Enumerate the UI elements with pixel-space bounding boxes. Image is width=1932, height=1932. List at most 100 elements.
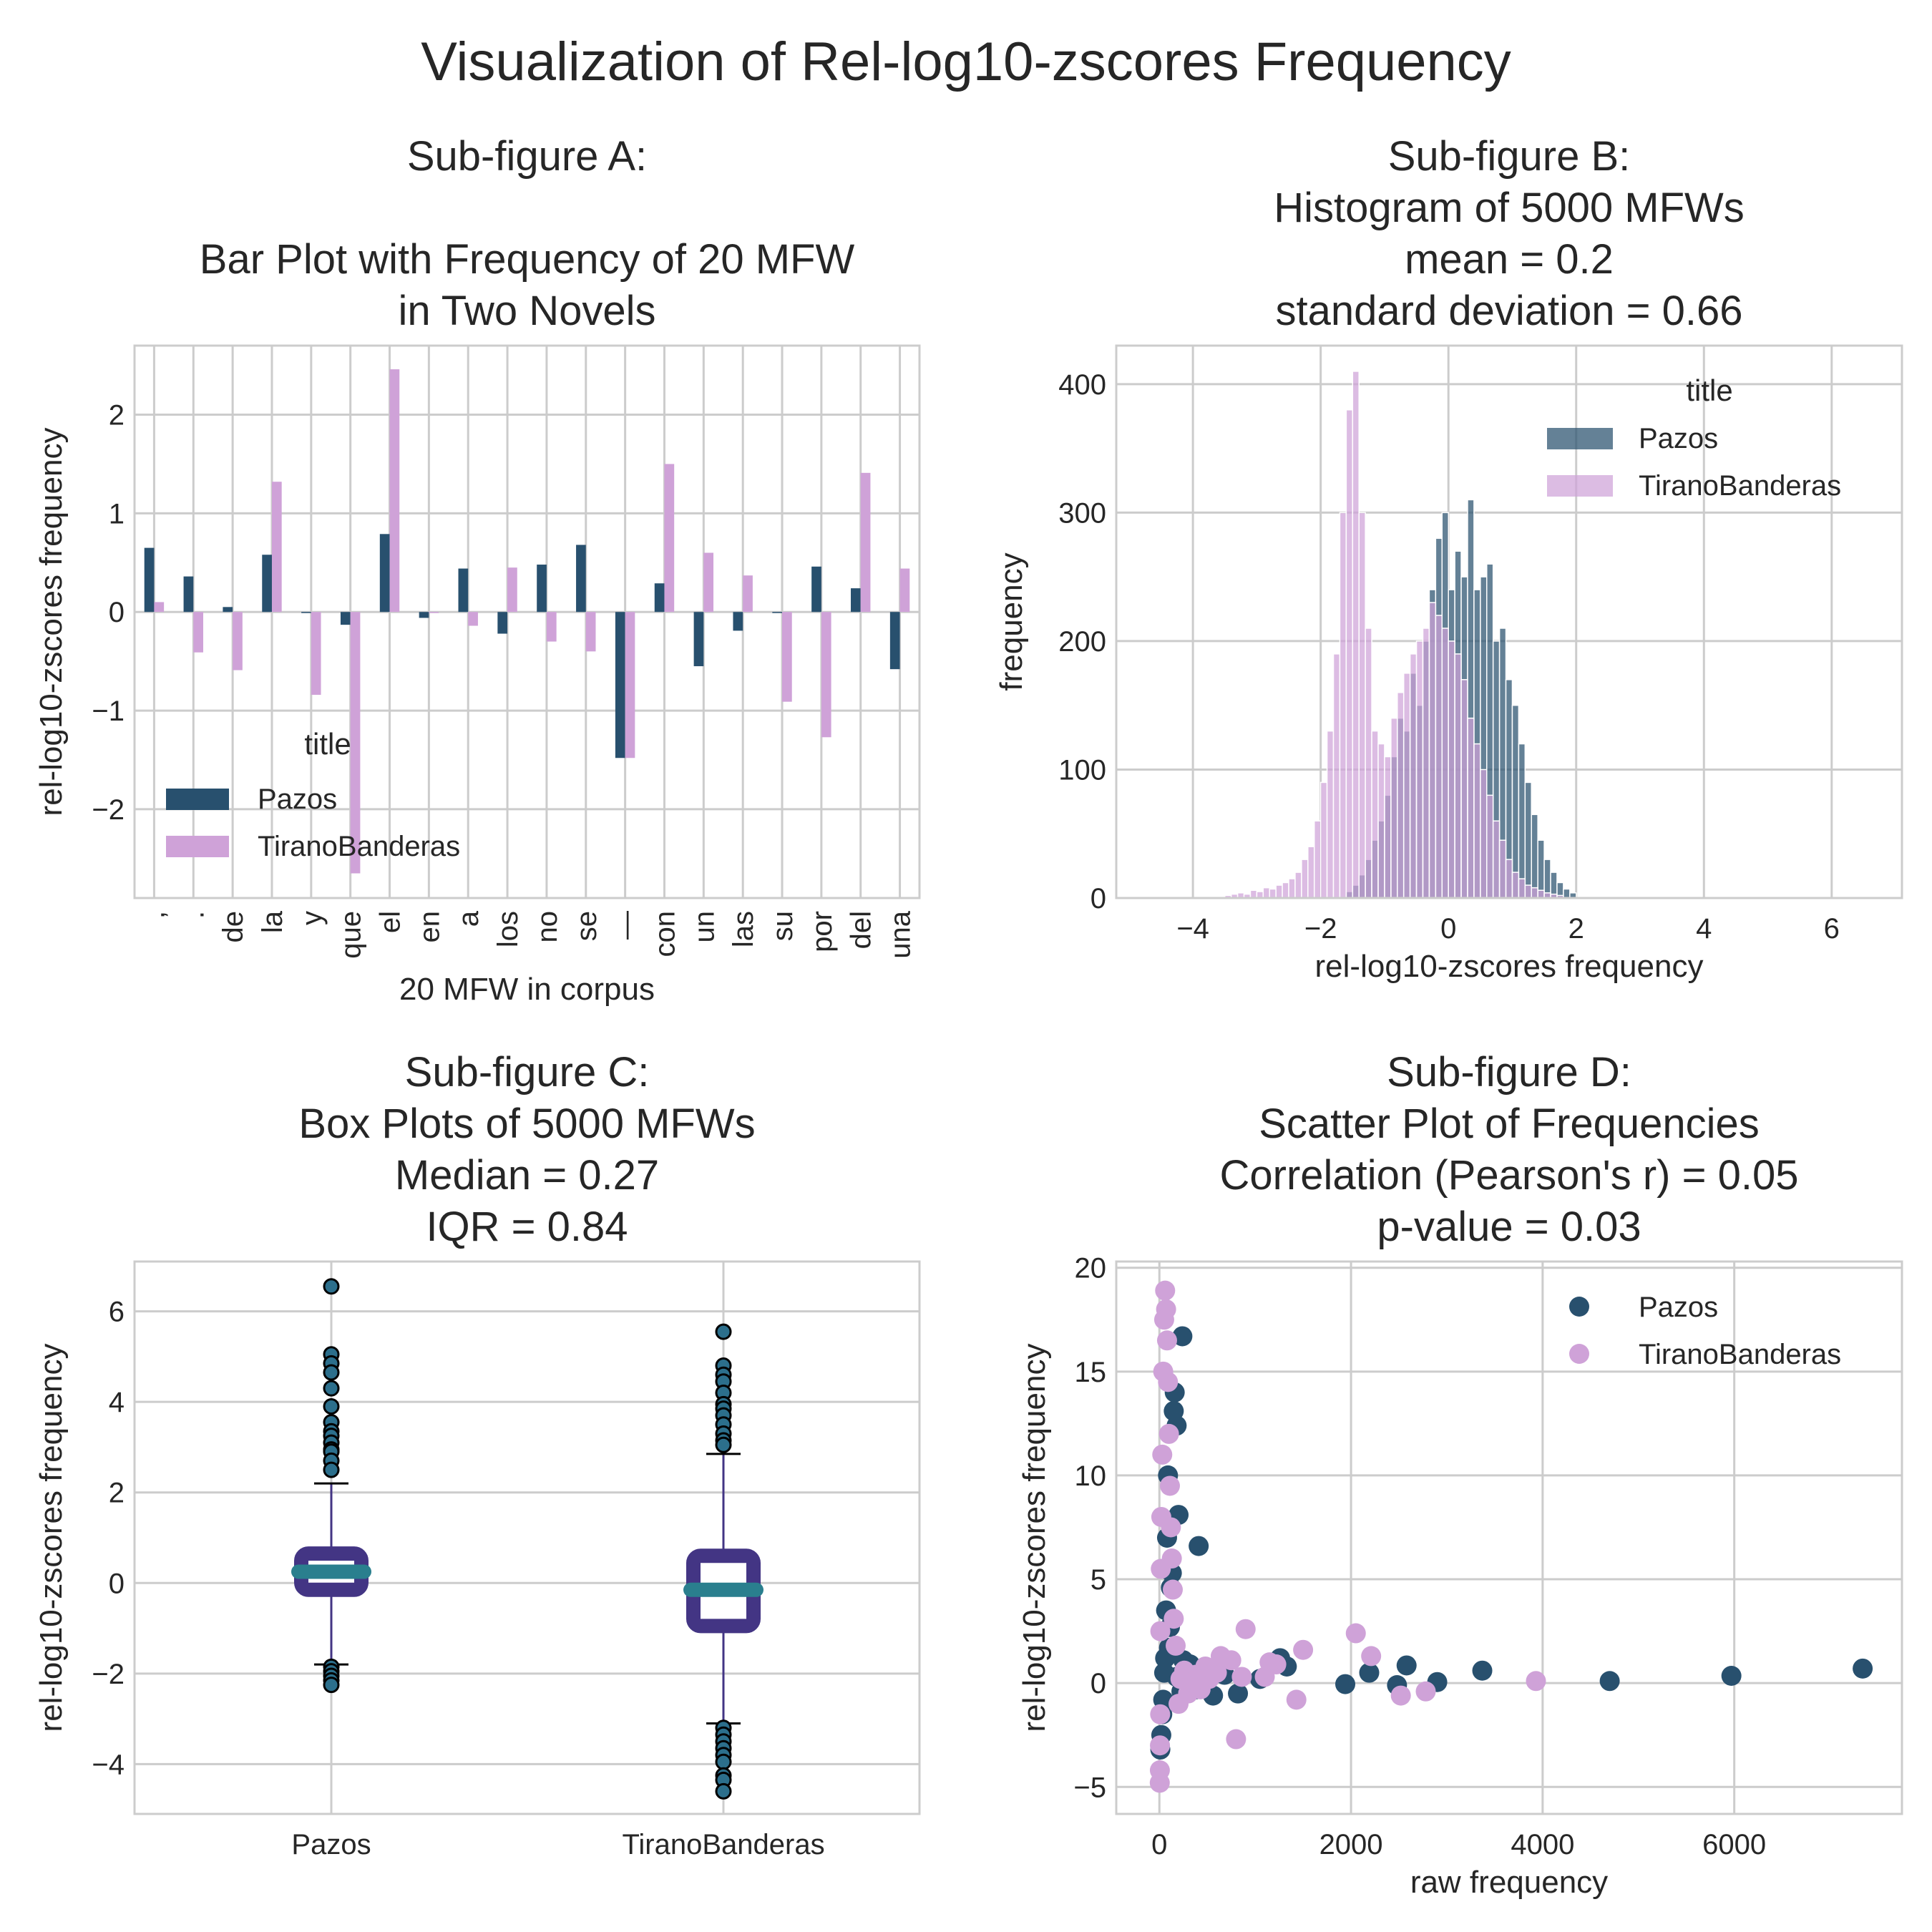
- subfigure-d-ytick-label: 20: [1075, 1253, 1107, 1284]
- subfigure-a-legend-title: title: [304, 727, 351, 761]
- scatter-point-tiranobanderas-38: [1152, 1444, 1173, 1465]
- scatter-point-pazos-8: [1335, 1674, 1356, 1694]
- subfigure-a-xtick-label: a: [453, 910, 484, 927]
- hist-bar-tiranobanderas-6: [1262, 887, 1270, 899]
- box-tiranobanderas-outlier-11: [715, 1436, 732, 1453]
- bar-pazos-18: [851, 588, 861, 613]
- scatter-point-tiranobanderas-3: [1361, 1646, 1382, 1667]
- hist-bar-tiranobanderas-40: [1480, 769, 1488, 899]
- subfigure-b-xtick-label: 6: [1824, 913, 1840, 945]
- legend-swatch-tiranobanderas: [166, 836, 229, 857]
- legend-label-tiranobanderas: TiranoBanderas: [1639, 470, 1841, 502]
- subfigure-d-title-line-4: p-value = 0.03: [1377, 1204, 1641, 1250]
- hist-bar-tiranobanderas-29: [1409, 653, 1418, 899]
- hist-bar-tiranobanderas-49: [1537, 889, 1545, 899]
- subfigure-a-xtick-label: los: [492, 911, 524, 947]
- bar-tiranobanderas-15: [743, 575, 753, 613]
- scatter-point-tiranobanderas-25: [1166, 1635, 1186, 1656]
- bar-tiranobanderas-19: [899, 568, 910, 613]
- bar-pazos-13: [654, 583, 665, 613]
- subfigure-b-legend-title: title: [1686, 374, 1732, 407]
- scatter-point-tiranobanderas-10: [1235, 1619, 1256, 1639]
- subfigure-d-xtick-label: 4000: [1511, 1829, 1574, 1860]
- scatter-point-tiranobanderas-30: [1159, 1475, 1180, 1496]
- subfigure-d-ytick-label: 15: [1075, 1357, 1107, 1388]
- scatter-point-tiranobanderas-37: [1153, 1361, 1174, 1382]
- subfigure-d-title-line-1: Sub-figure D:: [1387, 1049, 1631, 1096]
- scatter-point-pazos-0: [1853, 1658, 1873, 1679]
- bar-tiranobanderas-1: [193, 612, 203, 653]
- hist-bar-tiranobanderas-12: [1301, 859, 1309, 899]
- subfigure-a-xtick-label: las: [728, 911, 759, 947]
- hist-bar-tiranobanderas-26: [1390, 717, 1398, 899]
- figure-title: Visualization of Rel-log10-zscores Frequ…: [421, 31, 1511, 92]
- scatter-point-tiranobanderas-45: [1149, 1772, 1170, 1793]
- subfigure-a-frame: [133, 344, 921, 899]
- subfigure-c-xtick-label: Pazos: [291, 1829, 371, 1860]
- subfigure-a-xtick-label: el: [375, 911, 406, 933]
- box-tiranobanderas-outlier-20: [715, 1782, 732, 1800]
- scatter-point-pazos-2: [1599, 1671, 1620, 1692]
- hist-bar-tiranobanderas-24: [1377, 743, 1385, 899]
- scatter-point-tiranobanderas-9: [1254, 1667, 1275, 1687]
- bar-pazos-5: [340, 612, 351, 625]
- subfigure-b-ytick-label: 300: [1058, 497, 1106, 529]
- legend-label-pazos: Pazos: [1639, 1292, 1718, 1323]
- bar-pazos-19: [889, 612, 900, 670]
- bar-pazos-4: [301, 612, 311, 613]
- bar-tiranobanderas-17: [821, 612, 831, 738]
- scatter-point-tiranobanderas-31: [1158, 1423, 1179, 1444]
- subfigure-c-ytick-label: 2: [109, 1478, 125, 1509]
- subfigure-a-xtick-label: su: [767, 911, 799, 941]
- scatter-point-tiranobanderas-24: [1169, 1694, 1189, 1714]
- hist-bar-pazos-28: [1524, 781, 1532, 899]
- subfigure-a-title-line-3: Bar Plot with Frequency of 20 MFW: [200, 236, 855, 283]
- hist-bar-tiranobanderas-38: [1467, 717, 1475, 899]
- subfigure-c-ytick-label: 4: [109, 1387, 125, 1418]
- subfigure-d-title-line-2: Scatter Plot of Frequencies: [1259, 1101, 1760, 1147]
- hist-bar-tiranobanderas-18: [1339, 512, 1347, 899]
- bar-pazos-0: [144, 547, 155, 613]
- hist-bar-tiranobanderas-9: [1282, 882, 1289, 899]
- hist-bar-tiranobanderas-7: [1269, 888, 1277, 899]
- hist-bar-tiranobanderas-14: [1313, 820, 1322, 899]
- bar-pazos-2: [223, 607, 233, 613]
- subfigure-d-frame: [1115, 1260, 1903, 1815]
- scatter-point-tiranobanderas-5: [1293, 1639, 1314, 1660]
- bar-tiranobanderas-5: [350, 612, 361, 874]
- hist-bar-tiranobanderas-42: [1492, 820, 1501, 899]
- subfigure-a-xtick-label: y: [296, 911, 328, 925]
- hist-bar-pazos-26: [1511, 704, 1520, 899]
- subfigure-d-ytick-label: 10: [1075, 1460, 1107, 1492]
- scatter-point-tiranobanderas-39: [1151, 1506, 1171, 1527]
- scatter-point-pazos-1: [1721, 1666, 1742, 1686]
- hist-bar-tiranobanderas-4: [1249, 889, 1258, 899]
- subfigure-a-xtick-label: no: [532, 911, 563, 943]
- scatter-point-pazos-21: [1189, 1536, 1209, 1556]
- box-pazos-outlier-0: [323, 1278, 340, 1295]
- subfigure-a-xtick-label: ,: [139, 911, 170, 919]
- bar-tiranobanderas-0: [154, 602, 165, 613]
- subfigure-b-ytick-label: 100: [1058, 754, 1106, 786]
- hist-bar-tiranobanderas-10: [1288, 878, 1296, 899]
- subfigure-a-ytick-label: −1: [92, 696, 125, 727]
- subfigure-d-xtick-label: 2000: [1319, 1829, 1383, 1860]
- scatter-point-pazos-7: [1359, 1662, 1380, 1683]
- bar-tiranobanderas-13: [664, 464, 675, 613]
- hist-bar-tiranobanderas-43: [1498, 839, 1507, 899]
- hist-bar-tiranobanderas-48: [1531, 887, 1538, 899]
- box-tiranobanderas-outlier-0: [715, 1323, 732, 1340]
- bar-tiranobanderas-3: [271, 482, 282, 613]
- subfigure-d-scatter-plot: −5 0 5 10 15 20 0 2000 4000 6000 raw frequency rel-…: [1017, 1049, 1903, 1900]
- scatter-point-tiranobanderas-42: [1150, 1704, 1171, 1724]
- bar-tiranobanderas-12: [625, 612, 635, 758]
- subfigure-b-xtick-label: 2: [1568, 913, 1584, 945]
- bar-pazos-14: [693, 612, 704, 667]
- legend-label-tiranobanderas: TiranoBanderas: [258, 831, 460, 862]
- subfigure-d-ytick-label: 5: [1091, 1564, 1106, 1596]
- hist-bar-tiranobanderas-33: [1435, 615, 1443, 899]
- bar-pazos-16: [772, 612, 783, 613]
- scatter-point-tiranobanderas-2: [1390, 1685, 1411, 1706]
- subfigure-b-title-line-4: standard deviation = 0.66: [1276, 288, 1743, 334]
